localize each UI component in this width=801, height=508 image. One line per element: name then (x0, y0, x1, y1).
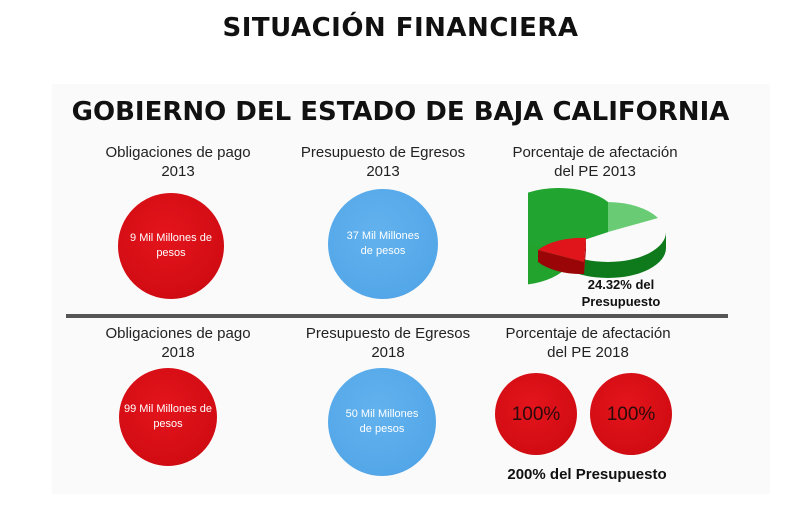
obligations-2013-circle: 9 Mil Millones de pesos (118, 193, 224, 299)
impact-2018-circle-a: 100% (495, 373, 577, 455)
budget-2018-header: Presupuesto de Egresos 2018 (288, 324, 488, 362)
budget-2013-circle: 37 Mil Millones de pesos (328, 189, 438, 299)
header-year: 2013 (161, 163, 195, 180)
pie-chart-2013 (528, 188, 666, 285)
panel-title: GOBIERNO DEL ESTADO DE BAJA CALIFORNIA (71, 97, 730, 127)
header-year: del PE 2018 (547, 344, 629, 361)
percent-label: 100% (511, 403, 561, 425)
header-line: Porcentaje de afectación (505, 325, 671, 342)
header-year: 2013 (366, 163, 400, 180)
header-year: del PE 2013 (554, 163, 636, 180)
impact-2018-caption: 200% del Presupuesto (507, 466, 667, 483)
obligations-2018-header: Obligaciones de pago 2018 (78, 324, 278, 362)
circle-value-line: de pesos (360, 245, 406, 257)
header-line: Obligaciones de pago (105, 325, 251, 342)
header-year: 2018 (371, 344, 405, 361)
circle-value-line: de pesos (359, 423, 405, 435)
caption-line: Presupuesto (581, 294, 661, 309)
caption-line: 24.32% del (587, 277, 655, 292)
impact-2018-header: Porcentaje de afectación del PE 2018 (488, 324, 688, 362)
budget-2013-header: Presupuesto de Egresos 2013 (283, 143, 483, 181)
header-line: Presupuesto de Egresos (300, 144, 466, 161)
pie-green-top-full (528, 188, 608, 249)
budget-2018-circle: 50 Mil Millones de pesos (328, 368, 436, 476)
circle-value-line: 99 Mil Millones de (123, 403, 213, 415)
slide-title: SITUACIÓN FINANCIERA (222, 13, 579, 43)
obligations-2018-circle: 99 Mil Millones de pesos (119, 368, 217, 466)
pie-2013-caption: 24.32% del Presupuesto (566, 276, 676, 310)
pie-red-side (538, 250, 584, 275)
circle-value-line: 37 Mil Millones (346, 230, 420, 242)
pie-red-top (538, 237, 586, 262)
circle-value-line: 50 Mil Millones (345, 408, 419, 420)
pie-red-side2 (584, 238, 586, 274)
row-divider (66, 314, 728, 318)
obligations-2013-header: Obligaciones de pago 2013 (78, 143, 278, 181)
header-year: 2018 (161, 344, 195, 361)
impact-2013-header: Porcentaje de afectación del PE 2013 (495, 143, 695, 181)
percent-label: 100% (606, 403, 656, 425)
pie-green-highlight (608, 202, 658, 232)
header-line: Obligaciones de pago (105, 144, 251, 161)
circle-value-line: 9 Mil Millones de (130, 232, 212, 244)
header-line: Presupuesto de Egresos (305, 325, 471, 342)
impact-2018-circle-b: 100% (590, 373, 672, 455)
header-line: Porcentaje de afectación (512, 144, 678, 161)
circle-value-line: pesos (156, 247, 186, 259)
circle-value-line: pesos (153, 418, 183, 430)
